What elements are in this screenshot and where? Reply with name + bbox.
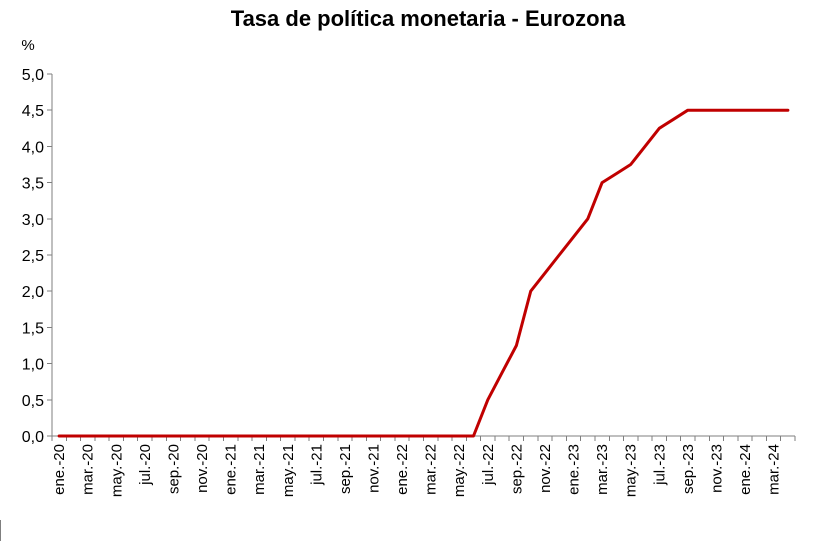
x-tick-label: ene.-20 — [51, 444, 68, 495]
x-tick-label: may.-22 — [451, 444, 468, 497]
x-tick-label: jul.-22 — [480, 444, 497, 486]
y-tick-label: 0,5 — [22, 393, 44, 410]
y-tick-label: 3,0 — [22, 212, 44, 229]
x-tick-label: may.-20 — [108, 444, 125, 497]
y-tick-label: 2,5 — [22, 248, 44, 265]
x-tick-label: mar.-20 — [80, 444, 97, 495]
x-tick-label: sep.-23 — [680, 444, 697, 494]
x-tick-label: mar.-23 — [594, 444, 611, 495]
series-line — [57, 108, 790, 438]
x-tick-label: jul.-21 — [308, 444, 325, 486]
x-tick-label: may.-23 — [623, 444, 640, 497]
x-tick-label: nov.-21 — [365, 444, 382, 493]
x-tick-label: sep.-22 — [508, 444, 525, 494]
y-tick-label: 0,0 — [22, 429, 44, 446]
series-layer — [57, 108, 790, 438]
y-tick-label: 4,5 — [22, 103, 44, 120]
x-axis-ticks: ene.-20 mar.-20 may.-20 jul.-20 sep.-20 nov.-… — [51, 436, 796, 497]
x-tick-label: jul.-20 — [137, 444, 154, 486]
x-tick-label: mar.-24 — [766, 444, 783, 495]
x-tick-label: sep.-21 — [337, 444, 354, 494]
y-tick-label: 1,0 — [22, 357, 44, 374]
x-tick-label: nov.-22 — [537, 444, 554, 493]
x-tick-label: mar.-22 — [423, 444, 440, 495]
y-axis-ticks: 0,0 0,5 1,0 1,5 2,0 2,5 3,0 3,5 4,0 4,5 5,0 — [22, 67, 52, 446]
y-unit-label: % — [21, 37, 34, 54]
chart-title: Tasa de política monetaria - Eurozona — [231, 6, 626, 31]
y-tick-label: 3,5 — [22, 176, 44, 193]
x-tick-label: sep.-20 — [165, 444, 182, 494]
y-tick-label: 2,0 — [22, 284, 44, 301]
x-tick-label: nov.-23 — [708, 444, 725, 493]
y-tick-label: 5,0 — [22, 67, 44, 84]
x-tick-label: jul.-23 — [651, 444, 668, 486]
x-tick-label: may.-21 — [280, 444, 297, 497]
x-tick-label: nov.-20 — [194, 444, 211, 493]
y-tick-label: 4,0 — [22, 139, 44, 156]
x-tick-label: ene.-21 — [223, 444, 240, 495]
y-tick-label: 1,5 — [22, 320, 44, 337]
x-tick-label: mar.-21 — [251, 444, 268, 495]
x-tick-label: ene.-22 — [394, 444, 411, 495]
frame-edge — [0, 520, 1, 541]
x-tick-label: ene.-24 — [737, 444, 754, 495]
x-tick-label: ene.-23 — [566, 444, 583, 495]
